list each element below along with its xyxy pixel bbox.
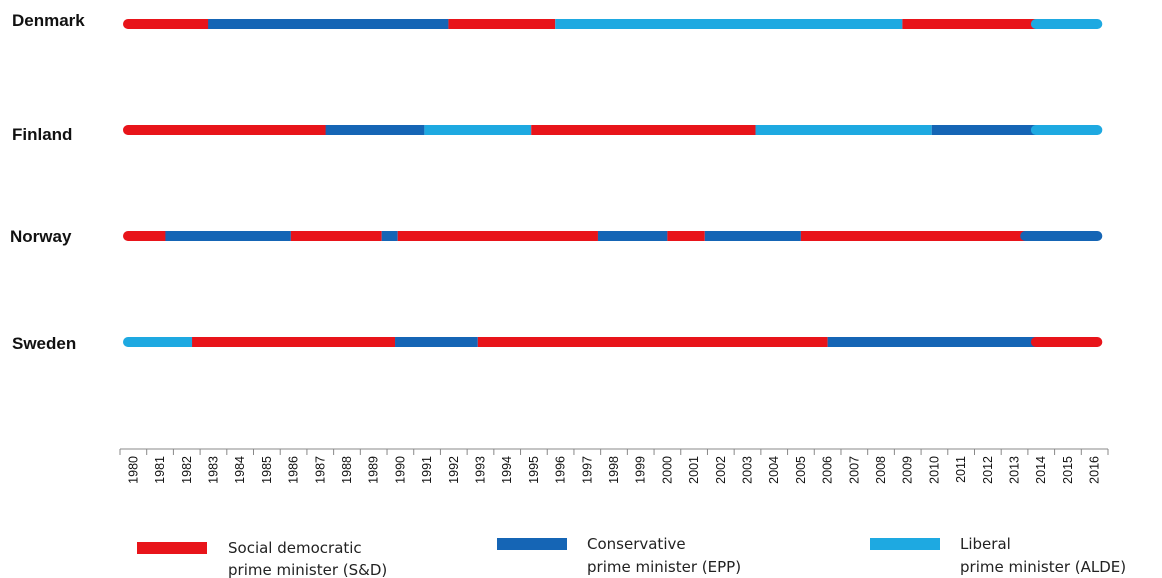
x-tick-label-1986: 1986 [287, 456, 301, 484]
x-tick-label-2011: 2011 [954, 456, 968, 483]
country-label-sweden: Sweden [12, 334, 76, 353]
x-tick-label-2016: 2016 [1088, 456, 1102, 484]
legend-label-sd-line1: Social democratic [228, 539, 362, 557]
x-tick-label-1997: 1997 [580, 456, 594, 484]
x-tick-label-1995: 1995 [527, 456, 541, 484]
x-tick-label-1985: 1985 [260, 456, 274, 484]
legend-swatch-sd [137, 542, 207, 554]
x-tick-label-1980: 1980 [126, 456, 140, 484]
x-tick-label-1989: 1989 [367, 456, 381, 484]
x-tick-label-2003: 2003 [741, 456, 755, 484]
x-tick-label-1990: 1990 [393, 456, 407, 484]
x-tick-label-1987: 1987 [313, 456, 327, 484]
x-tick-label-1981: 1981 [153, 456, 167, 484]
x-tick-label-2007: 2007 [847, 456, 861, 484]
legend-label-epp-line1: Conservative [587, 535, 686, 553]
x-tick-label-1996: 1996 [554, 456, 568, 484]
legend-label-alde-line2: prime minister (ALDE) [960, 558, 1126, 576]
x-tick-label-2009: 2009 [901, 456, 915, 484]
x-tick-label-2005: 2005 [794, 456, 808, 484]
x-tick-label-2012: 2012 [981, 456, 995, 484]
x-tick-label-1994: 1994 [500, 456, 514, 484]
x-tick-label-2015: 2015 [1061, 456, 1075, 484]
legend-swatch-alde [870, 538, 940, 550]
x-tick-label-2004: 2004 [767, 456, 781, 484]
x-tick-label-1984: 1984 [233, 456, 247, 484]
x-tick-label-1983: 1983 [206, 456, 220, 484]
legend-label-alde-line1: Liberal [960, 535, 1011, 553]
country-labels: Denmark Finland Norway Sweden [10, 11, 85, 353]
x-tick-label-2010: 2010 [927, 456, 941, 484]
x-tick-label-1993: 1993 [473, 456, 487, 484]
x-tick-label-2008: 2008 [874, 456, 888, 484]
x-tick-label-1982: 1982 [180, 456, 194, 484]
legend-label-sd-line2: prime minister (S&D) [228, 561, 387, 578]
x-tick-label-1988: 1988 [340, 456, 354, 484]
x-tick-label-2014: 2014 [1034, 456, 1048, 484]
x-tick-label-2000: 2000 [660, 456, 674, 484]
legend-label-epp-line2: prime minister (EPP) [587, 558, 741, 576]
country-label-finland: Finland [12, 125, 72, 144]
legend-swatch-epp [497, 538, 567, 550]
legend: Social democratic prime minister (S&D) C… [137, 535, 1126, 578]
x-axis: 1980 1981 1982 1983 1984 1985 1986 1987 1988 1989… [119, 448, 1109, 484]
x-tick-label-2006: 2006 [821, 456, 835, 484]
x-tick-label-2001: 2001 [687, 456, 701, 484]
x-tick-label-2002: 2002 [714, 456, 728, 484]
x-tick-label-2013: 2013 [1008, 456, 1022, 484]
x-tick-label-1998: 1998 [607, 456, 621, 484]
x-tick-label-1991: 1991 [420, 456, 434, 484]
x-tick-label-1999: 1999 [634, 456, 648, 484]
country-label-denmark: Denmark [12, 11, 85, 30]
country-label-norway: Norway [10, 227, 72, 246]
timelines [123, 19, 1103, 347]
x-tick-label-1992: 1992 [447, 456, 461, 484]
